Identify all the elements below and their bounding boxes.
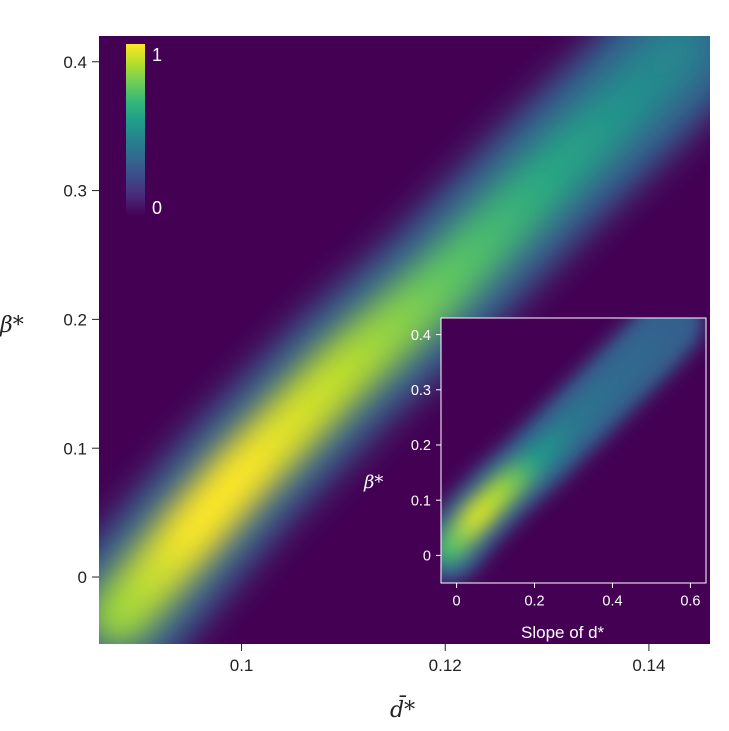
inset-x-tick-label: 0.2 bbox=[524, 594, 544, 610]
main-y-tick-label: 0.1 bbox=[63, 439, 87, 458]
colorbar-gradient bbox=[126, 44, 145, 216]
main-x-axis-title: d̄* bbox=[390, 695, 415, 723]
inset-x-axis-title: Slope of d* bbox=[521, 623, 605, 642]
inset-frame bbox=[440, 317, 707, 584]
main-x-tick-label: 0.1 bbox=[230, 656, 254, 675]
main-ridge bbox=[99, 36, 710, 644]
inset-heatmap bbox=[441, 318, 706, 583]
inset-ridge bbox=[441, 318, 686, 565]
colorbar-max-label: 1 bbox=[152, 45, 162, 65]
main-x-tick-label: 0.12 bbox=[429, 656, 462, 675]
inset-y-tick-label: 0.4 bbox=[411, 328, 431, 344]
main-y-axis-title: β* bbox=[0, 313, 24, 338]
colorbar-min-label: 0 bbox=[152, 198, 162, 218]
main-y-tick-label: 0 bbox=[78, 568, 87, 587]
main-axes: 0.1 0.12 0.14 0 0.1 0.2 0.3 0.4 bbox=[63, 53, 665, 675]
main-y-tick-label: 0.3 bbox=[63, 182, 87, 201]
inset-x-tick-label: 0.6 bbox=[680, 594, 700, 610]
main-y-tick-label: 0.4 bbox=[63, 53, 87, 72]
inset-y-axis-title: β* bbox=[363, 472, 383, 493]
inset-y-tick-label: 0.1 bbox=[411, 493, 431, 509]
colorbar: 1 0 bbox=[126, 44, 162, 218]
inset-y-tick-label: 0 bbox=[423, 549, 431, 565]
inset-y-tick-label: 0.3 bbox=[411, 383, 431, 399]
inset-axes: 0 0.2 0.4 0.6 0 0.1 0.2 0.3 0.4 bbox=[411, 317, 707, 610]
main-x-tick-label: 0.14 bbox=[632, 656, 665, 675]
inset-y-tick-label: 0.2 bbox=[411, 438, 431, 454]
inset-x-tick-label: 0 bbox=[453, 594, 461, 610]
inset-x-tick-label: 0.4 bbox=[602, 594, 622, 610]
main-y-tick-label: 0.2 bbox=[63, 311, 87, 330]
